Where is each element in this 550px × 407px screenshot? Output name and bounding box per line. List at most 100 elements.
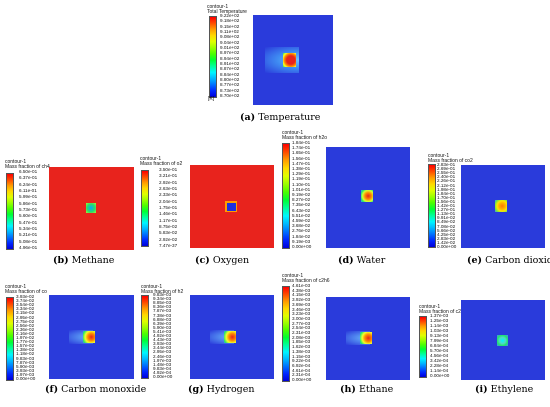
- colorbar: [282, 286, 290, 382]
- colorbar-tick-label: 8.84e+02: [220, 71, 240, 77]
- colorbar-tick-label: 5.60e-01: [19, 213, 38, 219]
- caption-text: Methane: [71, 255, 115, 266]
- colorbar-tick-label: 3.68e-02: [292, 223, 311, 229]
- colorbar-tick-label: 3.50e-01: [159, 167, 178, 172]
- legend-header: contour-1 Mass fraction of h2o: [282, 130, 327, 142]
- colorbar-tick-label: 4.92e-04: [153, 369, 172, 375]
- colorbar-tick-label: 5.66e-02: [437, 227, 456, 233]
- core: [497, 335, 508, 346]
- colorbar-tick-label: 2.46e-03: [153, 353, 172, 359]
- colorbar-tick-label: 6.88e-03: [153, 316, 172, 322]
- colorbar-tick-label: 9.22e+02: [220, 13, 240, 18]
- colorbar-tick-label: 3.93e-02: [16, 294, 35, 299]
- colorbar-ticks: 2.83e-01 2.69e-01 2.55e-01 2.40e-01 2.26e-01…: [437, 162, 467, 248]
- colorbar-tick-label: 2.36e-02: [16, 326, 35, 332]
- caption: (d) Water: [338, 255, 385, 266]
- caption-label: (h): [340, 384, 356, 395]
- colorbar-tick-label: 5.73e-01: [19, 207, 38, 212]
- contour-plot: [326, 297, 410, 380]
- colorbar-tick-label: 1.56e-01: [292, 155, 311, 161]
- colorbar-tick-label: 2.95e-02: [16, 314, 35, 320]
- caption-label: (d): [338, 255, 354, 266]
- colorbar-tick-label: 1.97e-03: [16, 371, 35, 377]
- caption-label: (e): [467, 255, 483, 266]
- colorbar-tick-label: 2.26e-01: [437, 178, 456, 184]
- colorbar-ticks: 1.37e-03 1.25e-03 1.14e-03 1.03e-03 9.13e-04…: [430, 313, 460, 377]
- colorbar-tick-label: 5.70e-04: [430, 348, 449, 353]
- legend-subtitle: Mass fraction of o2: [140, 161, 183, 168]
- colorbar-ticks: 3.93e-02 3.74e-02 3.54e-02 3.34e-02 3.15e-02…: [16, 294, 46, 380]
- colorbar-tick-label: 3.21e-01: [159, 173, 178, 179]
- colorbar: [282, 143, 290, 249]
- colorbar-tick-label: 8.75e-02: [159, 224, 178, 229]
- core: [361, 190, 373, 202]
- colorbar-tick-label: 4.92e-03: [153, 333, 172, 338]
- caption-label: (c): [195, 255, 210, 266]
- caption-label: (a): [240, 112, 256, 123]
- colorbar-tick-label: 3.42e-04: [430, 358, 449, 363]
- colorbar-tick-label: 9.15e+02: [220, 23, 240, 29]
- legend-header: contour-1 Total Temperature: [207, 4, 247, 16]
- colorbar-tick-label: 9.04e+02: [220, 39, 240, 45]
- colorbar-tick-label: 7.47e-37: [159, 243, 178, 248]
- colorbar-tick-label: 1.48e-03: [153, 361, 172, 367]
- colorbar-tick-label: 2.16e-02: [16, 330, 35, 336]
- colorbar-tick-label: 9.18e+02: [220, 18, 240, 24]
- colorbar-tick-label: 2.40e-01: [437, 174, 456, 180]
- legend-title: contour-1: [282, 273, 304, 279]
- colorbar-tick-label: 2.33e-01: [159, 192, 178, 198]
- legend-subtitle: Mass fraction of h2: [141, 289, 184, 296]
- colorbar-tick-label: 4.61e-03: [292, 283, 311, 288]
- colorbar-tick-label: 7.08e-02: [437, 223, 456, 229]
- colorbar-tick-label: 2.31e-04: [292, 372, 311, 378]
- core: [83, 331, 95, 343]
- colorbar-tick-label: 1.85e-03: [292, 339, 311, 345]
- colorbar-tick-label: 2.04e-01: [159, 198, 178, 204]
- colorbar-ticks: 1.84e-01 1.74e-01 1.65e-01 1.56e-01 1.47e-01…: [292, 140, 322, 248]
- colorbar: [141, 170, 149, 247]
- colorbar-tick-label: 9.19e-02: [292, 192, 311, 197]
- colorbar-tick-label: 9.83e-03: [16, 355, 35, 361]
- colorbar-tick-label: 6.37e-01: [19, 175, 38, 181]
- colorbar-tick-label: 2.75e-02: [16, 318, 35, 324]
- contour-plot: [253, 15, 333, 105]
- colorbar-tick-label: 8.91e+02: [220, 61, 240, 66]
- colorbar-tick-label: 4.56e-04: [430, 353, 449, 358]
- colorbar-tick-label: 4.15e-03: [292, 292, 311, 298]
- colorbar-tick-label: 2.08e-03: [292, 334, 311, 340]
- colorbar-tick-label: 1.15e-03: [292, 353, 311, 359]
- colorbar-tick-label: 2.77e-03: [292, 320, 311, 326]
- caption-text: Water: [356, 255, 386, 266]
- colorbar-tick-label: 1.01e-01: [292, 186, 311, 192]
- colorbar-tick-label: 3.69e-03: [292, 301, 311, 307]
- legend-subtitle: Mass fraction of c2h6: [282, 278, 330, 285]
- colorbar-tick-label: 5.21e-01: [19, 232, 38, 238]
- colorbar-tick-label: 8.73e+02: [220, 87, 240, 93]
- colorbar-tick-label: 5.08e-01: [19, 238, 38, 244]
- legend-title: contour-1: [207, 4, 229, 10]
- colorbar-tick-label: 3.93e-03: [153, 341, 172, 347]
- colorbar-tick-label: 2.92e-01: [159, 179, 178, 185]
- colorbar-tick-label: 1.14e-04: [430, 368, 449, 373]
- caption-label: (g): [188, 384, 204, 395]
- colorbar-tick-label: 5.83e-02: [159, 230, 178, 236]
- colorbar-tick-label: 3.15e-02: [16, 310, 35, 316]
- legend-header: contour-1 Mass fraction of o2: [140, 156, 183, 168]
- legend-title: contour-1: [419, 304, 441, 310]
- colorbar-tick-label: 5.41e-03: [153, 328, 172, 334]
- colorbar-tick-label: 9.13e-04: [430, 333, 449, 338]
- colorbar-tick-label: 6.43e-02: [292, 207, 311, 213]
- core: [360, 332, 372, 344]
- caption-label: (b): [53, 255, 69, 266]
- colorbar-tick-label: 1.47e-01: [292, 160, 311, 166]
- colorbar-tick-label: 6.50e-01: [19, 169, 38, 174]
- colorbar-tick-label: 2.31e-03: [292, 330, 311, 335]
- colorbar-ticks: 4.61e-03 4.38e-03 4.15e-03 3.92e-03 3.69e-03…: [292, 283, 322, 381]
- colorbar-tick-label: 0.00e+00: [430, 373, 450, 378]
- colorbar-tick-label: 9.19e-03: [292, 238, 311, 244]
- colorbar-tick-label: 1.57e-02: [16, 343, 35, 349]
- colorbar-tick-label: 1.62e-03: [292, 344, 311, 350]
- colorbar-tick-label: 1.18e-02: [16, 351, 35, 357]
- contour-plot: [461, 300, 545, 380]
- caption-text: Ethylene: [490, 384, 534, 395]
